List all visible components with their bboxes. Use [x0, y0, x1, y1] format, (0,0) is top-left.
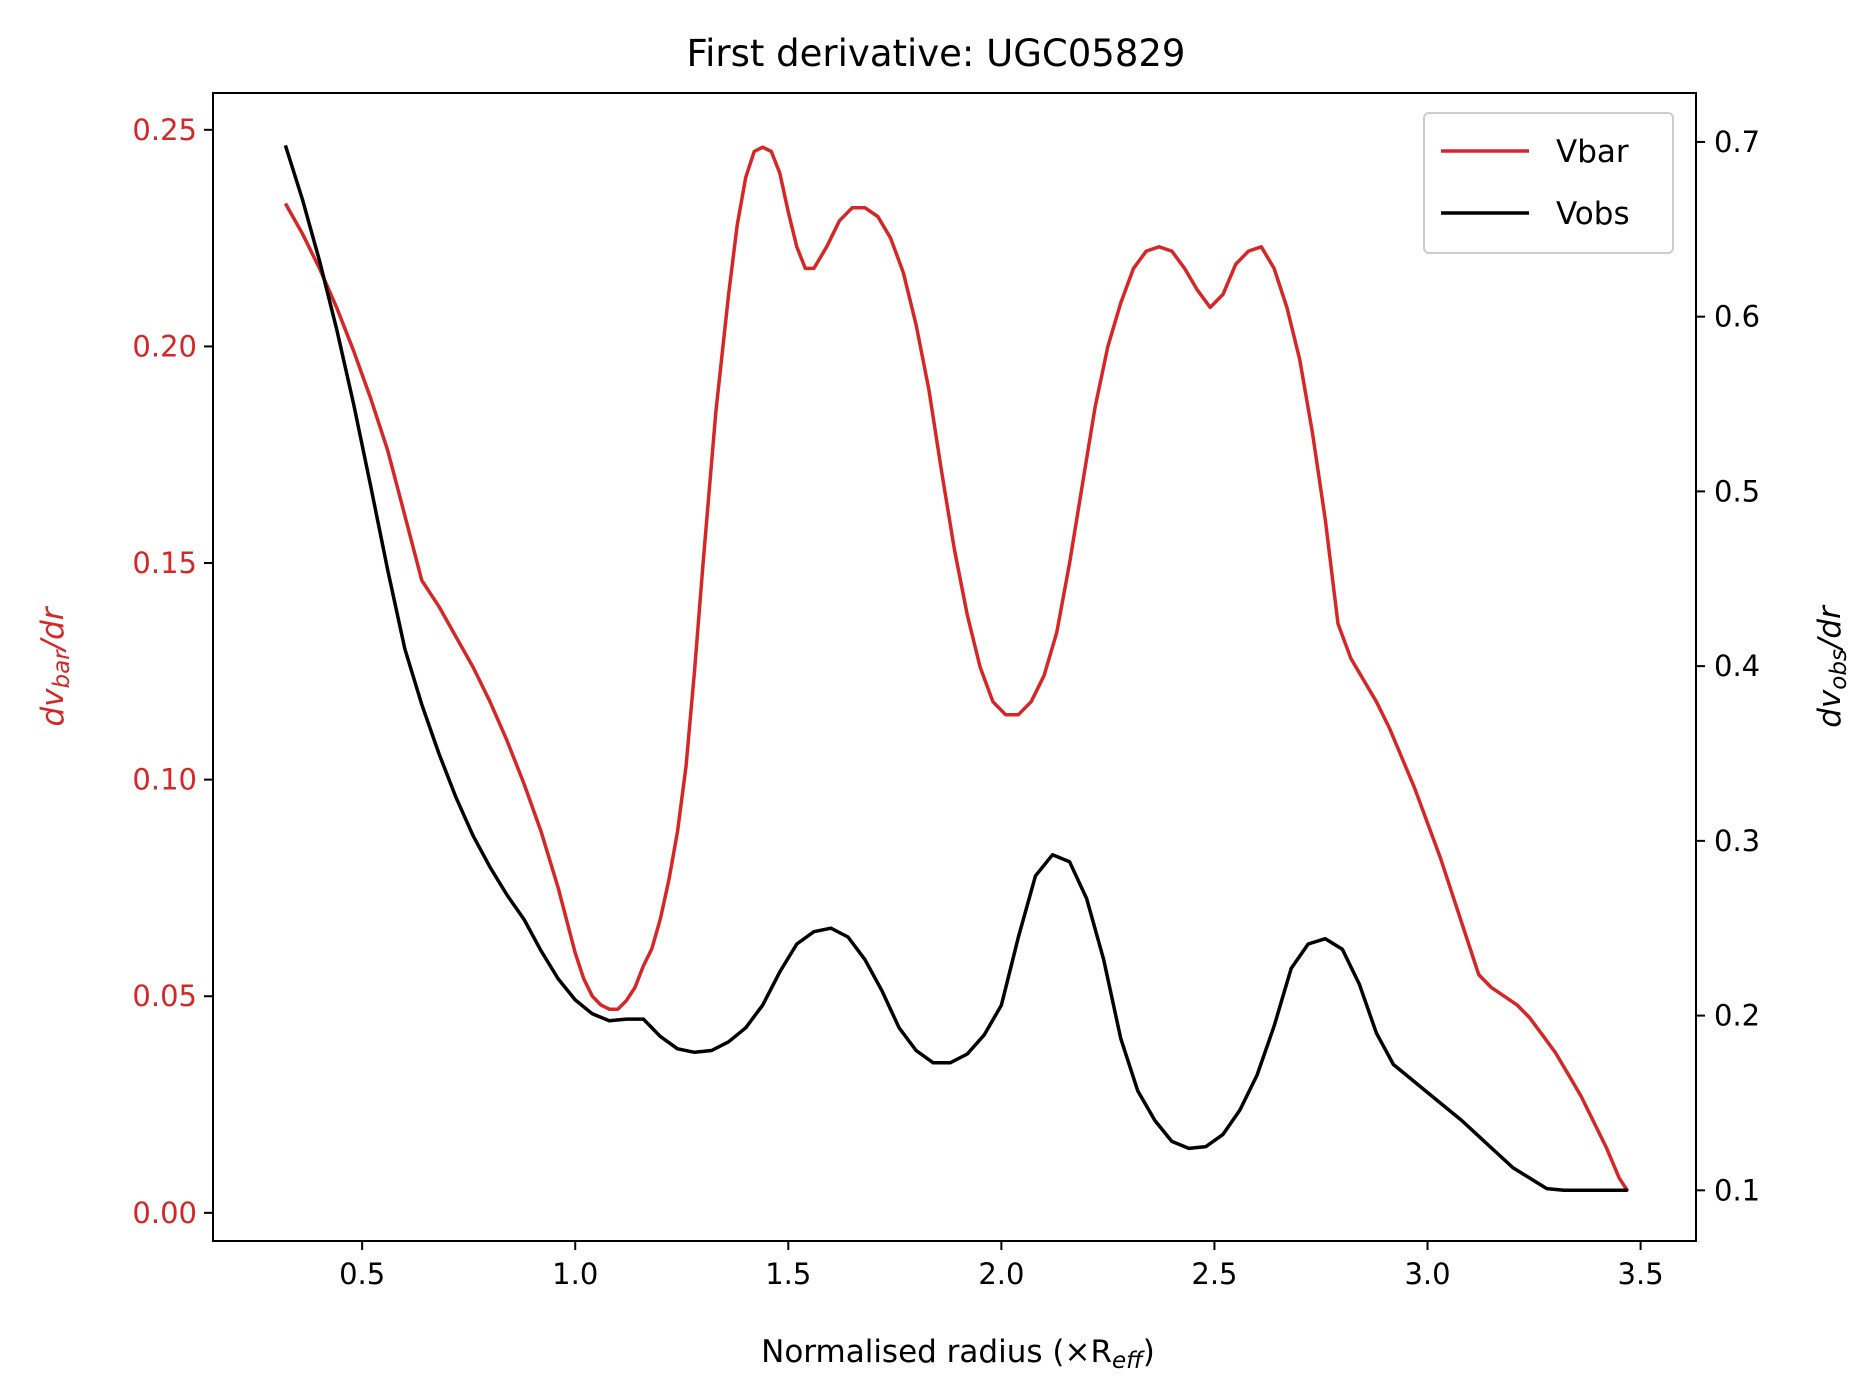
right-y-axis-label: dvobs/dr	[1812, 604, 1852, 728]
x-axis-label: Normalised radius (×Reff)	[761, 1334, 1155, 1374]
left-y-tick-label: 0.00	[132, 1196, 197, 1230]
left-y-tick-label: 0.20	[132, 329, 197, 363]
left-y-axis-label: dvbar/dr	[35, 605, 75, 726]
x-axis-ticks: 0.5 1.0 1.5 2.0 2.5 3.0 3.5	[339, 1241, 1664, 1291]
left-y-tick-label: 0.05	[132, 979, 197, 1013]
x-tick-label: 1.5	[765, 1257, 811, 1291]
vbar-line	[283, 145, 1630, 1193]
left-y-tick-label: 0.10	[132, 763, 197, 797]
right-y-tick-label: 0.6	[1714, 300, 1760, 334]
x-tick-label: 2.0	[978, 1257, 1024, 1291]
right-y-axis-ticks: 0.1 0.2 0.3 0.4 0.5 0.6 0.7	[1696, 125, 1760, 1207]
vobs-line	[283, 144, 1628, 1193]
x-tick-label: 1.0	[552, 1257, 598, 1291]
left-y-axis-ticks: 0.00 0.05 0.10 0.15 0.20 0.25	[132, 113, 213, 1230]
right-y-tick-label: 0.5	[1714, 474, 1760, 508]
legend-box	[1423, 112, 1674, 254]
x-tick-label: 2.5	[1191, 1257, 1237, 1291]
left-y-tick-label: 0.25	[132, 113, 197, 147]
right-y-tick-label: 0.2	[1714, 999, 1760, 1033]
chart-title: First derivative: UGC05829	[687, 32, 1186, 75]
legend: Vbar Vobs	[1423, 112, 1674, 254]
plot-area-frame	[212, 92, 1697, 1242]
legend-vobs-label: Vobs	[1556, 196, 1630, 232]
right-y-tick-label: 0.3	[1714, 824, 1760, 858]
right-y-tick-label: 0.7	[1714, 125, 1760, 159]
right-y-tick-label: 0.1	[1714, 1173, 1760, 1207]
x-tick-label: 3.0	[1404, 1257, 1450, 1291]
right-y-tick-label: 0.4	[1714, 649, 1760, 683]
x-tick-label: 0.5	[339, 1257, 385, 1291]
x-tick-label: 3.5	[1618, 1257, 1664, 1291]
left-y-tick-label: 0.15	[132, 546, 197, 580]
legend-vbar-label: Vbar	[1556, 134, 1629, 170]
